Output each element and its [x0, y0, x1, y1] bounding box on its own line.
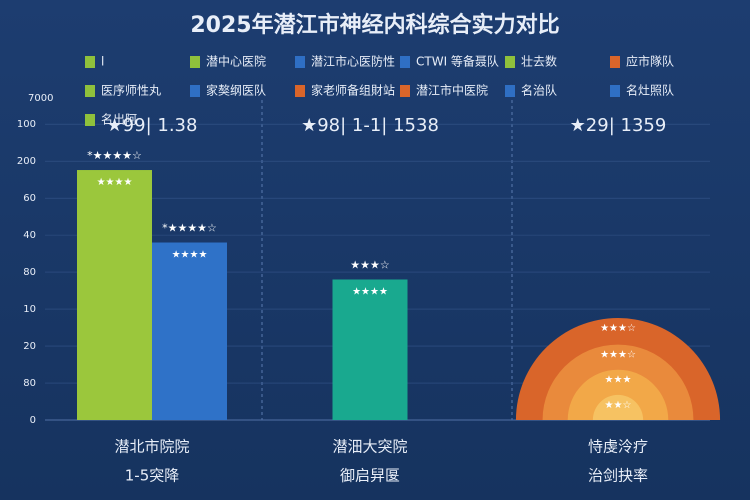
annotation: ★29| 1359 — [570, 115, 667, 136]
legend-label: 名灶照队 — [626, 83, 674, 98]
y-tick-label: 100 — [17, 119, 36, 130]
annotation: ★99| 1.38 — [107, 115, 198, 136]
x-tick-sublabel: 治剑抉率 — [588, 467, 648, 485]
value-label: ★★★☆ — [350, 258, 390, 271]
ring — [592, 394, 644, 420]
legend-label: 医序师性丸 — [101, 83, 161, 98]
ring — [567, 369, 669, 420]
ring-label: ★★☆ — [605, 400, 632, 411]
inner-label: ★★★★ — [97, 177, 133, 188]
y-tick-label: 80 — [23, 267, 36, 278]
legend-label: 名出阿 — [101, 112, 137, 127]
x-tick-label: 潜沺大突院 — [332, 438, 407, 456]
bar — [77, 170, 152, 420]
y-tick-label: 20 — [23, 341, 36, 352]
legend-swatch — [505, 56, 515, 68]
ring-label: ★★★☆ — [600, 323, 636, 334]
bar — [332, 279, 408, 420]
y-tick-label: 80 — [23, 378, 36, 389]
ring-label: ★★★☆ — [600, 350, 636, 361]
bar — [152, 242, 227, 420]
legend-label: CTWI 等备聂队 — [416, 54, 499, 69]
legend-swatch — [295, 85, 305, 97]
legend-swatch — [610, 56, 620, 68]
legend-swatch — [505, 85, 515, 97]
legend-swatch — [295, 56, 305, 68]
x-tick-sublabel: 御启舁匽 — [340, 467, 400, 485]
legend-swatch — [400, 56, 410, 68]
x-tick-label: 潜北市院院 — [114, 438, 189, 456]
annotation: ★98| 1-1| 1538 — [301, 115, 439, 136]
value-label: *★★★★☆ — [162, 222, 217, 235]
chart-title: 2025年潜江市神经内科综合实力对比 — [190, 12, 559, 38]
y-tick-label: 0 — [30, 415, 36, 426]
legend-swatch — [190, 85, 200, 97]
inner-label: ★★★★ — [352, 286, 388, 297]
legend-swatch — [85, 85, 95, 97]
legend-swatch — [610, 85, 620, 97]
x-tick-sublabel: 1-5突降 — [125, 467, 180, 485]
y-unit: 7000 — [28, 93, 53, 104]
legend-swatch — [190, 56, 200, 68]
y-tick-label: 40 — [23, 230, 36, 241]
legend-label: 名治队 — [521, 83, 557, 98]
legend-swatch — [400, 85, 410, 97]
legend-label: l — [101, 55, 104, 69]
legend-swatch — [85, 56, 95, 68]
legend-label: 家獒纲医队 — [206, 83, 266, 98]
legend-swatch — [85, 114, 95, 126]
y-tick-label: 10 — [23, 304, 36, 315]
legend-label: 壮去数 — [521, 54, 557, 69]
y-tick-label: 60 — [23, 193, 36, 204]
ring-label: ★★★ — [605, 375, 632, 386]
y-tick-label: 200 — [17, 156, 36, 167]
x-tick-label: 恃虔泠疗 — [588, 438, 648, 456]
legend-label: 潜江市中医院 — [416, 83, 488, 98]
value-label: *★★★★☆ — [87, 149, 142, 162]
legend-label: 应市隊队 — [626, 54, 674, 69]
legend-label: 潜中心医院 — [206, 54, 266, 69]
inner-label: ★★★★ — [172, 250, 208, 261]
legend-label: 家老师备组財站 — [311, 83, 395, 98]
legend-label: 潜江市心医防性 — [311, 54, 395, 69]
